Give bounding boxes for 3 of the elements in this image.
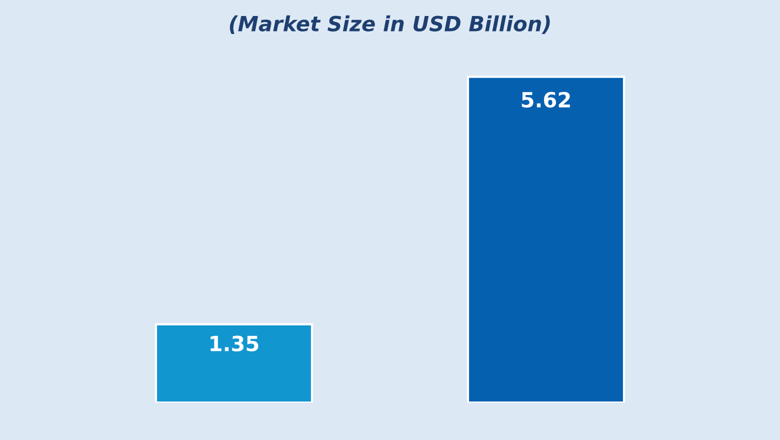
chart-title: (Market Size in USD Billion) (230, 15, 550, 34)
data-label: 5.62 (522, 92, 570, 108)
data-label: 1.35 (210, 336, 258, 352)
